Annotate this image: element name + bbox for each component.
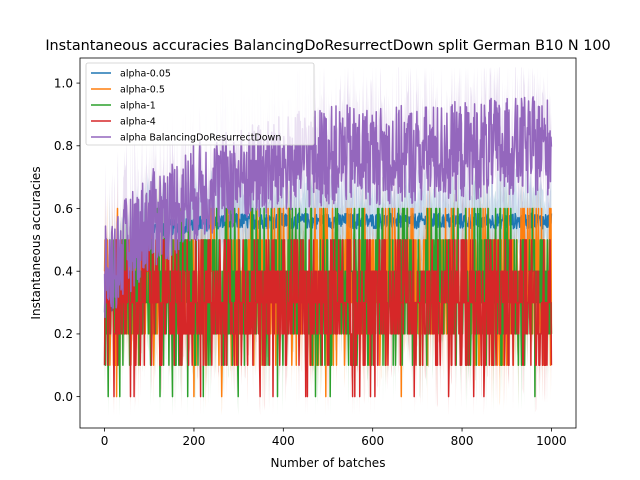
y-tick-label: 0.2	[54, 327, 73, 341]
plot-frame	[79, 57, 577, 429]
series-lines	[103, 96, 553, 398]
x-tick-label: 400	[272, 434, 295, 448]
series-line	[103, 239, 553, 398]
x-tick-label: 0	[101, 434, 109, 448]
legend-label: alpha-4	[120, 117, 156, 128]
y-tick-label: 0.6	[54, 202, 73, 216]
y-tick-label: 0.4	[54, 265, 73, 279]
x-axis-label: Number of batches	[271, 456, 386, 470]
y-tick-label: 1.0	[54, 76, 73, 90]
legend-frame	[85, 62, 315, 146]
x-axis: 0 200 400 600 800 1000	[101, 428, 567, 448]
legend-label: alpha-0.5	[120, 85, 165, 96]
legend-label: alpha-1	[120, 101, 156, 112]
y-axis-label: Instantaneous accuracies	[29, 166, 43, 319]
y-tick-label: 0.0	[54, 390, 73, 404]
x-tick-label: 200	[182, 434, 205, 448]
legend: alpha-0.05 alpha-0.5 alpha-1 alpha-4 alpha B…	[85, 62, 315, 146]
y-tick-label: 0.8	[54, 139, 73, 153]
chart-title: Instantaneous accuracies BalancingDoResu…	[45, 38, 610, 54]
legend-label: alpha-0.05	[120, 69, 171, 80]
legend-label: alpha BalancingDoResurrectDown	[120, 133, 281, 144]
x-tick-label: 800	[451, 434, 474, 448]
x-tick-label: 1000	[536, 434, 567, 448]
x-tick-label: 600	[361, 434, 384, 448]
y-axis: 0.0 0.2 0.4 0.6 0.8 1.0	[54, 76, 80, 404]
series-line	[103, 96, 553, 319]
series-band	[104, 161, 552, 416]
